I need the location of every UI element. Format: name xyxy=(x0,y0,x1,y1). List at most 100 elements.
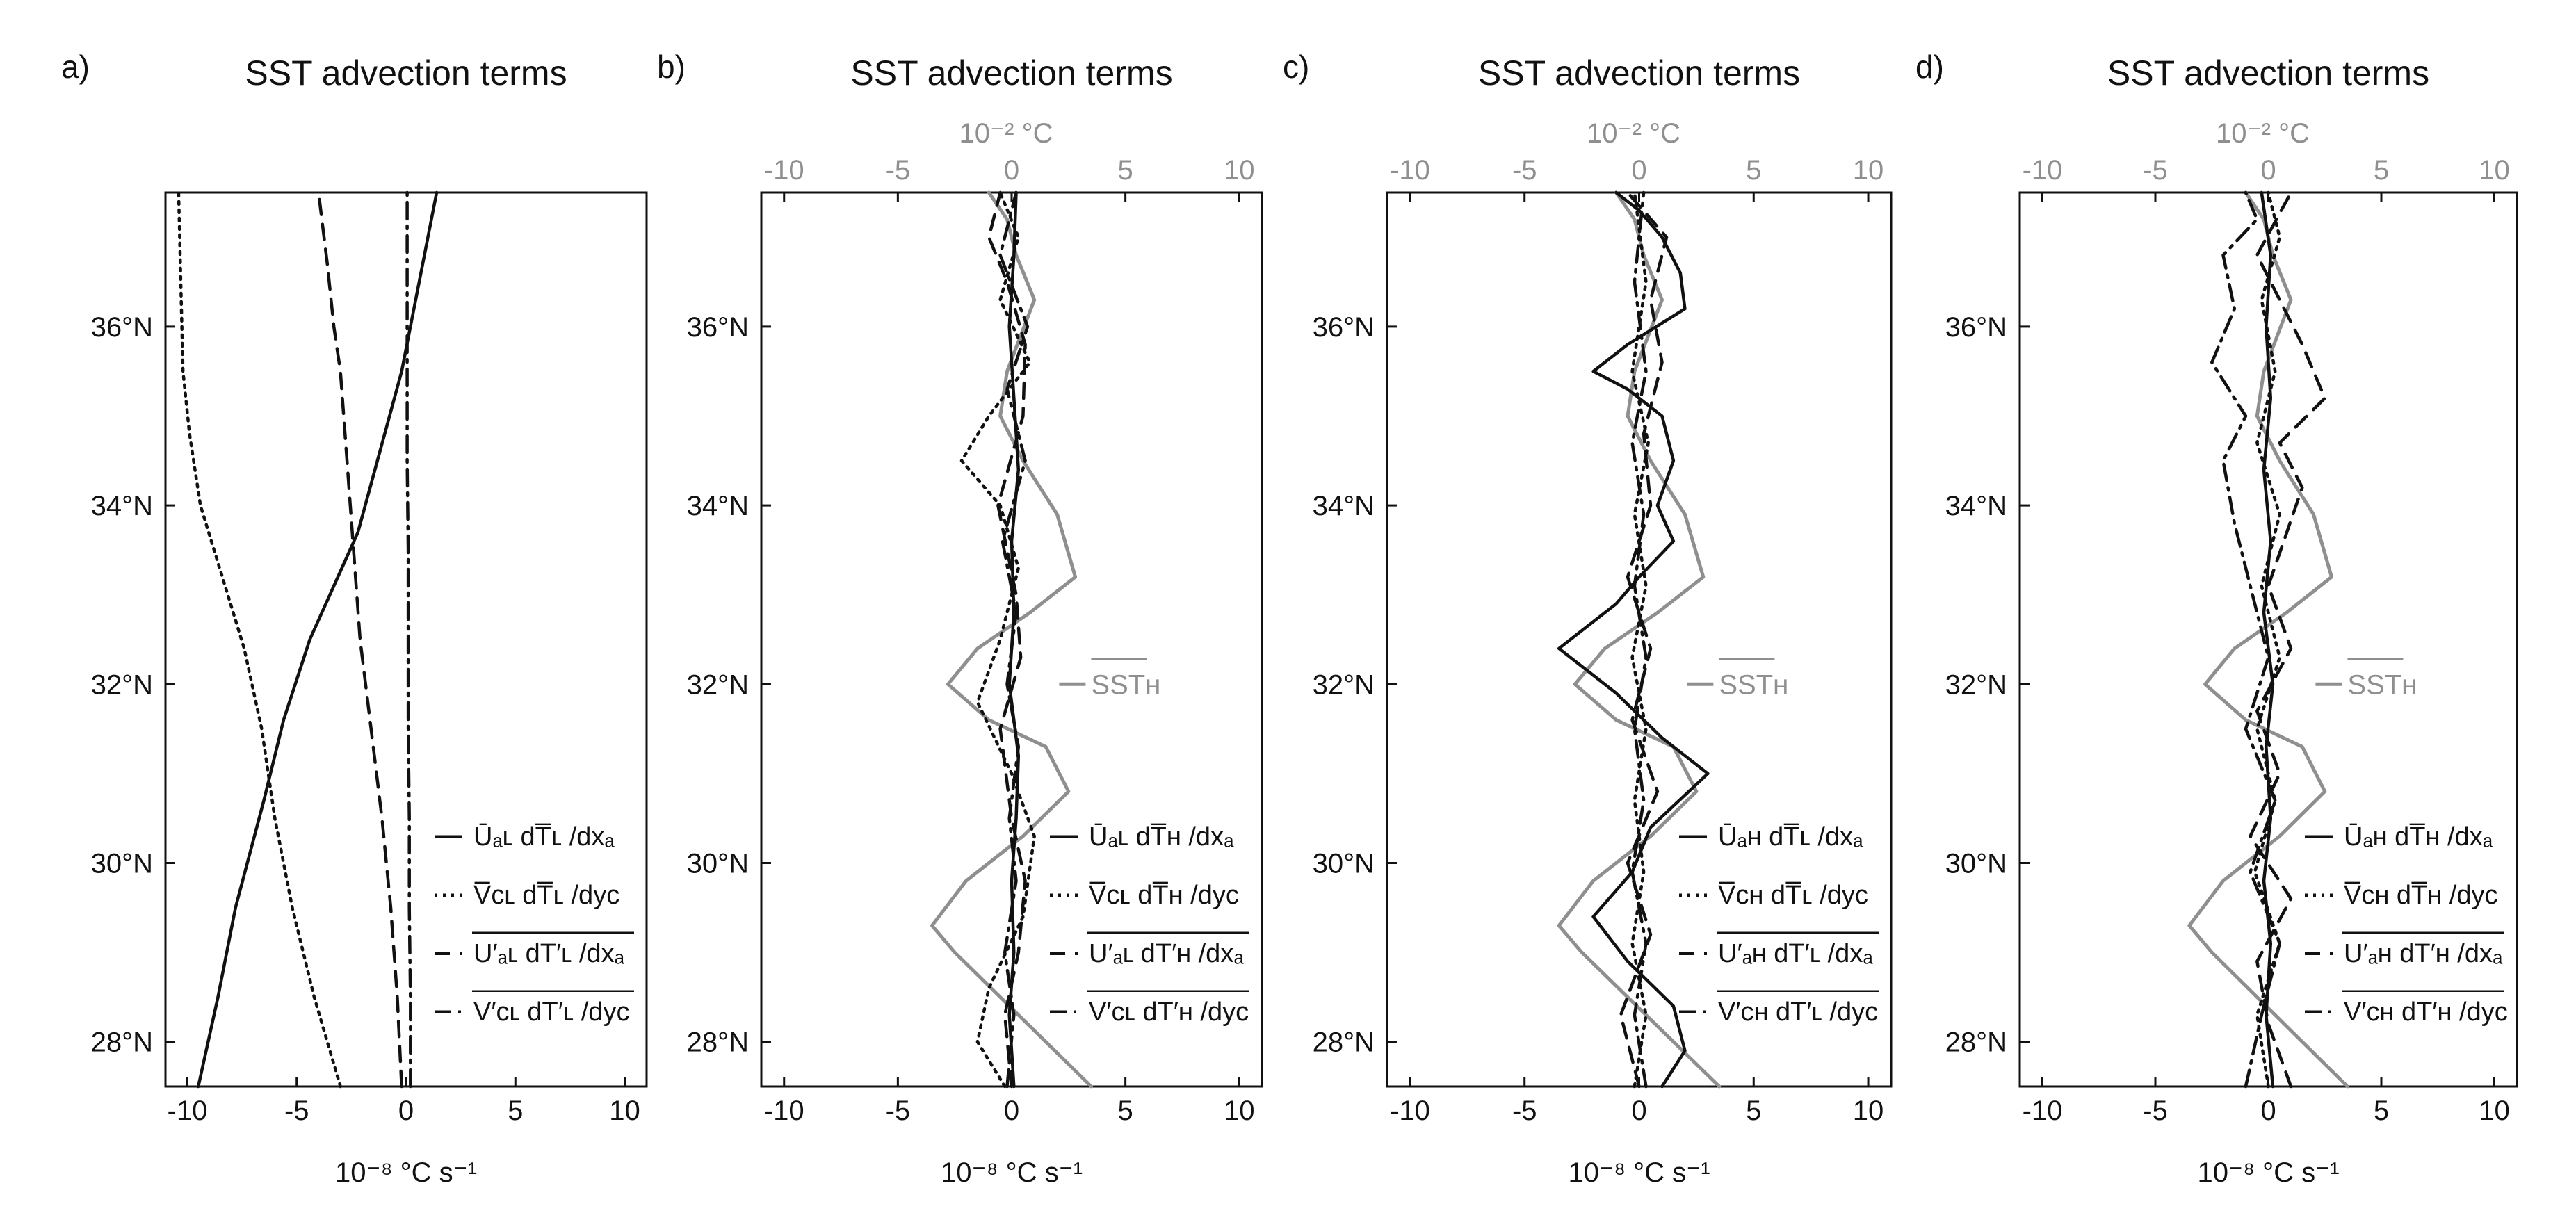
panel-c-ytick-label: 30°N xyxy=(1313,849,1375,879)
panel-c-top-tick-label: 10 xyxy=(1853,155,1884,186)
panel-d-ytick-label: 30°N xyxy=(1945,849,2007,879)
panel-c-ytick-label: 32°N xyxy=(1313,669,1375,700)
panel-a-ytick-label: 30°N xyxy=(91,849,153,879)
panel-b-label: b) xyxy=(657,49,686,85)
panel-b-sst-label: SSTʜ xyxy=(1091,669,1160,700)
panel-b-ytick-label: 32°N xyxy=(687,669,749,700)
panel-b-series-dotted xyxy=(959,190,1036,1089)
panel-b-xtick-label: -5 xyxy=(886,1096,911,1126)
panel-c-legend-text-dashdot: V′ᴄʜ dT′ʟ /dyᴄ xyxy=(1718,998,1878,1027)
panel-b-top-tick-label: -5 xyxy=(886,155,911,186)
panel-a-xlabel: 10⁻⁸ °C s⁻¹ xyxy=(335,1157,477,1188)
panel-c-legend-text-dotted: V̅ᴄʜ dT̅ʟ /dyᴄ xyxy=(1718,881,1868,910)
panel-a-title: SST advection terms xyxy=(245,54,567,92)
panel-c-series-solid xyxy=(1557,190,1710,1089)
panel-d-xtick-label: 10 xyxy=(2479,1096,2510,1126)
panel-a-series-dashed xyxy=(316,190,403,1089)
panel-b-top-tick-label: 5 xyxy=(1118,155,1133,186)
panel-c-top-tick-label: 0 xyxy=(1631,155,1646,186)
panel-b-legend-text-dotted: V̅ᴄʟ dT̅ʜ /dyᴄ xyxy=(1089,881,1239,910)
panel-b-top-tick-label: 0 xyxy=(1004,155,1019,186)
panel-d-series-solid xyxy=(2260,190,2275,1089)
panel-a-legend-text-dotted: V̅ᴄʟ dT̅ʟ /dyᴄ xyxy=(473,881,619,910)
panel-b-series-dashed xyxy=(987,190,1027,1089)
panel-c-title: SST advection terms xyxy=(1478,54,1800,92)
panel-c-sst-label: SSTʜ xyxy=(1719,669,1788,700)
panel-b-xlabel: 10⁻⁸ °C s⁻¹ xyxy=(941,1157,1083,1188)
panel-d-top-axis-label: 10⁻² °C xyxy=(2216,118,2310,149)
panel-c-top-tick-label: -5 xyxy=(1512,155,1537,186)
panel-c-xtick-label: 5 xyxy=(1746,1096,1761,1126)
panel-d-top-tick-label: -5 xyxy=(2143,155,2168,186)
panel-b-legend-text-solid: Ūₐʟ dT̅ʜ /dxₐ xyxy=(1089,822,1234,852)
panel-b-title: SST advection terms xyxy=(850,54,1172,92)
panel-d-legend-text-dashdot: V′ᴄʜ dT′ʜ /dyᴄ xyxy=(2344,998,2508,1027)
panel-b-xtick-label: -10 xyxy=(764,1096,804,1126)
panel-b-ytick-label: 34°N xyxy=(687,491,749,521)
panel-d-sst-label: SSTʜ xyxy=(2347,669,2417,700)
panel-b-ytick-label: 36°N xyxy=(687,312,749,343)
panel-c-series-dashdot xyxy=(1630,190,1648,1089)
panel-d-xtick-label: 5 xyxy=(2374,1096,2389,1126)
panel-d-top-tick-label: 5 xyxy=(2374,155,2389,186)
panel-b-ytick-label: 30°N xyxy=(687,849,749,879)
panel-d-xlabel: 10⁻⁸ °C s⁻¹ xyxy=(2197,1157,2339,1188)
panel-a-legend-text-dashed: U′ₐʟ dT′ʟ /dxₐ xyxy=(473,939,625,968)
panel-c-xtick-label: -10 xyxy=(1390,1096,1430,1126)
panel-a-ytick-label: 36°N xyxy=(91,312,153,343)
panel-d-legend-text-dashed: U′ₐʜ dT′ʜ /dxₐ xyxy=(2344,939,2503,968)
panel-a-series-solid xyxy=(196,190,439,1089)
panel-a-legend-text-dashdot: V′ᴄʟ dT′ʟ /dyᴄ xyxy=(473,998,629,1027)
panel-a-xtick-label: -10 xyxy=(168,1096,208,1126)
panel-d-top-tick-label: -10 xyxy=(2023,155,2063,186)
panel-c-series-sst-h xyxy=(1557,190,1722,1089)
panel-c-xlabel: 10⁻⁸ °C s⁻¹ xyxy=(1568,1157,1710,1188)
panel-c-label: c) xyxy=(1283,49,1309,85)
panel-b-xtick-label: 5 xyxy=(1118,1096,1133,1126)
panel-a-ytick-label: 28°N xyxy=(91,1027,153,1058)
panel-a-label: a) xyxy=(61,49,90,85)
panel-a-xtick-label: 5 xyxy=(508,1096,523,1126)
panel-b-legend-text-dashdot: V′ᴄʟ dT′ʜ /dyᴄ xyxy=(1089,998,1249,1027)
panel-a-legend-text-solid: Ūₐʟ dT̅ʟ /dxₐ xyxy=(473,822,615,852)
panel-c-ytick-label: 28°N xyxy=(1313,1027,1375,1058)
panel-c-series-dotted xyxy=(1630,190,1650,1089)
panel-a-series-dotted xyxy=(177,190,342,1089)
panel-d-ytick-label: 32°N xyxy=(1945,669,2007,700)
panel-d-label: d) xyxy=(1915,49,1944,85)
panel-d-series-dashed xyxy=(2249,190,2327,1089)
panel-c-top-tick-label: -10 xyxy=(1390,155,1430,186)
panel-b-top-tick-label: 10 xyxy=(1224,155,1255,186)
panel-d-ytick-label: 28°N xyxy=(1945,1027,2007,1058)
panel-b-xtick-label: 10 xyxy=(1224,1096,1255,1126)
panel-d-top-tick-label: 0 xyxy=(2260,155,2276,186)
panel-b-series-dashdot xyxy=(998,190,1030,1089)
panel-d-ytick-label: 34°N xyxy=(1945,491,2007,521)
panel-c-xtick-label: 0 xyxy=(1631,1096,1646,1126)
panel-c-xtick-label: 10 xyxy=(1853,1096,1884,1126)
panel-a-ytick-label: 34°N xyxy=(91,491,153,521)
panel-b-ytick-label: 28°N xyxy=(687,1027,749,1058)
panel-d-xtick-label: -5 xyxy=(2143,1096,2168,1126)
panel-c-legend-text-dashed: U′ₐʜ dT′ʟ /dxₐ xyxy=(1718,939,1873,968)
panel-d-legend-text-solid: Ūₐʜ dT̅ʜ /dxₐ xyxy=(2344,822,2493,852)
panel-d-xtick-label: -10 xyxy=(2023,1096,2063,1126)
panel-c-ytick-label: 36°N xyxy=(1313,312,1375,343)
panel-c-ytick-label: 34°N xyxy=(1313,491,1375,521)
panel-b-series-sst-h xyxy=(930,190,1093,1089)
panel-a-series-dashdot xyxy=(405,190,412,1089)
panel-a-xtick-label: -5 xyxy=(284,1096,309,1126)
panel-d-legend-text-dotted: V̅ᴄʜ dT̅ʜ /dyᴄ xyxy=(2344,881,2497,910)
panel-d-xtick-label: 0 xyxy=(2260,1096,2276,1126)
panel-b-legend-text-dashed: U′ₐʟ dT′ʜ /dxₐ xyxy=(1089,939,1244,968)
panel-d-series-sst-h xyxy=(2187,190,2349,1089)
panel-c-xtick-label: -5 xyxy=(1512,1096,1537,1126)
panel-c-legend-text-solid: Ūₐʜ dT̅ʟ /dxₐ xyxy=(1718,822,1863,852)
panel-a-xtick-label: 0 xyxy=(398,1096,414,1126)
panel-c-top-tick-label: 5 xyxy=(1746,155,1761,186)
panel-a-xtick-label: 10 xyxy=(609,1096,640,1126)
panel-a-ytick-label: 32°N xyxy=(91,669,153,700)
panel-d-ytick-label: 36°N xyxy=(1945,312,2007,343)
panel-d-series-dashdot xyxy=(2210,190,2282,1089)
